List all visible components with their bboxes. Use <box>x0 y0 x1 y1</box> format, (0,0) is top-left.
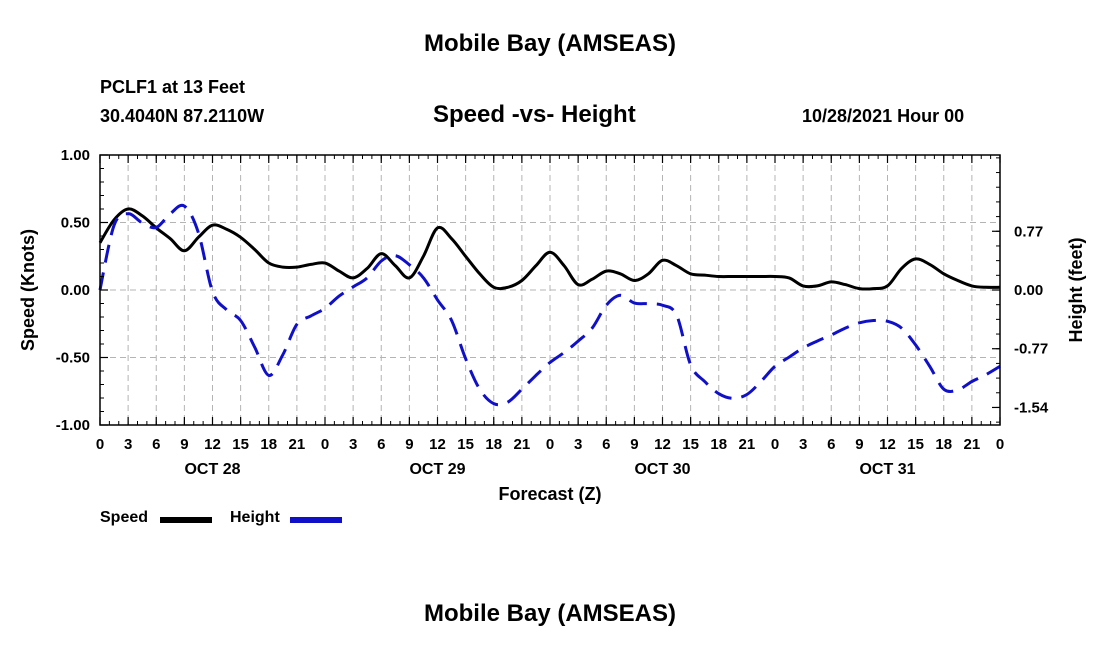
x-tick-label: 15 <box>457 436 474 453</box>
axes: 0 3 6 9 12 15 18 21 0 3 6 9 12 15 18 21 0 3 6 9 12 15 18 21 0 3 6 9… <box>56 147 1049 478</box>
x-tick-label: 3 <box>124 436 132 453</box>
date-label: OCT 28 <box>184 461 240 478</box>
x-tick-label: 3 <box>799 436 807 453</box>
x-tick-label: 0 <box>546 436 554 453</box>
coordinates-label: 30.4040N 87.2110W <box>100 106 265 126</box>
x-tick-label: 6 <box>602 436 610 453</box>
x-tick-label: 21 <box>289 436 306 453</box>
date-label: OCT 30 <box>634 461 690 478</box>
chart-subtitle: Speed -vs- Height <box>433 101 636 128</box>
legend-height-label: Height <box>230 509 280 526</box>
x-tick-label: 0 <box>321 436 329 453</box>
x-tick-label: 9 <box>630 436 638 453</box>
x-tick-label: 15 <box>682 436 699 453</box>
x-tick-label: 18 <box>260 436 277 453</box>
x-tick-label: 3 <box>349 436 357 453</box>
series-line-height <box>98 203 1001 407</box>
legend-height-swatch <box>290 517 342 523</box>
x-tick-label: 21 <box>514 436 531 453</box>
x-tick-label: 6 <box>152 436 160 453</box>
y-left-tick-label: 1.00 <box>61 147 90 164</box>
y-axis-right-label: Height (feet) <box>1066 238 1086 343</box>
x-tick-label: 0 <box>996 436 1004 453</box>
x-tick-label: 18 <box>485 436 502 453</box>
y-left-tick-label: -0.50 <box>56 350 90 367</box>
chart-title: Mobile Bay (AMSEAS) <box>423 30 677 57</box>
forecast-datetime: 10/28/2021 Hour 00 <box>802 106 965 126</box>
y-left-tick-label: 0.50 <box>61 215 90 232</box>
y-left-tick-label: 0.00 <box>61 282 90 299</box>
legend-speed-label: Speed <box>100 509 149 526</box>
x-tick-label: 12 <box>879 436 896 453</box>
y-right-tick-label: 0.77 <box>1014 223 1043 240</box>
x-tick-label: 15 <box>907 436 924 453</box>
legend-speed-swatch <box>160 517 212 523</box>
x-tick-label: 9 <box>180 436 188 453</box>
footer-title: Mobile Bay (AMSEAS) <box>423 600 677 627</box>
x-tick-label: 6 <box>827 436 835 453</box>
x-tick-label: 21 <box>739 436 756 453</box>
x-tick-label: 6 <box>377 436 385 453</box>
y-right-tick-label: -0.77 <box>1014 341 1048 358</box>
x-tick-label: 0 <box>96 436 104 453</box>
y-left-tick-label: -1.00 <box>56 417 90 434</box>
x-axis-label: Forecast (Z) <box>498 484 601 504</box>
grid <box>100 155 1000 425</box>
x-tick-label: 9 <box>405 436 413 453</box>
series-line-speed <box>98 207 1001 291</box>
x-tick-label: 15 <box>232 436 249 453</box>
date-label: OCT 29 <box>409 461 465 478</box>
x-tick-label: 12 <box>654 436 671 453</box>
x-tick-label: 21 <box>964 436 981 453</box>
x-tick-label: 12 <box>429 436 446 453</box>
x-tick-label: 0 <box>771 436 779 453</box>
station-label: PCLF1 at 13 Feet <box>100 77 246 97</box>
y-right-tick-label: 0.00 <box>1014 282 1043 299</box>
date-label: OCT 31 <box>859 461 915 478</box>
x-tick-label: 12 <box>204 436 221 453</box>
y-axis-left-label: Speed (Knots) <box>18 229 38 351</box>
x-tick-label: 18 <box>710 436 727 453</box>
x-tick-label: 3 <box>574 436 582 453</box>
x-tick-label: 18 <box>935 436 952 453</box>
series-layer <box>98 203 1001 407</box>
x-tick-label: 9 <box>855 436 863 453</box>
y-right-tick-label: -1.54 <box>1014 399 1049 416</box>
